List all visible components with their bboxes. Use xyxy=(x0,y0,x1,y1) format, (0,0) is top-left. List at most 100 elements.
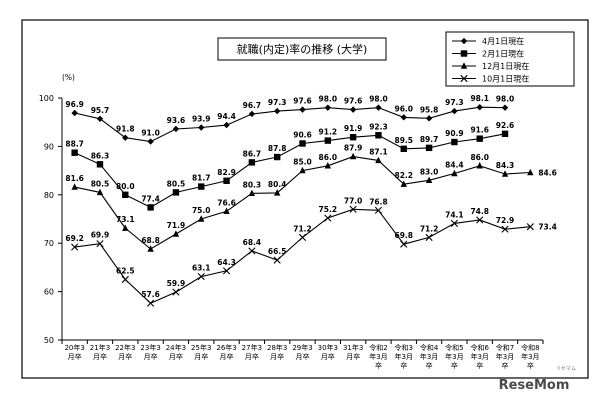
diamond-marker xyxy=(299,106,306,113)
data-label: 69.2 xyxy=(65,234,84,243)
x-tick-label: 21年3 xyxy=(90,343,110,352)
data-label: 93.6 xyxy=(167,116,186,125)
x-marker-stroke xyxy=(349,205,357,213)
series-line-0 xyxy=(74,106,506,143)
diamond-marker xyxy=(273,107,281,115)
triangle-marker xyxy=(324,162,332,169)
diamond-marker xyxy=(501,104,509,111)
x-tick-label: 27年3 xyxy=(242,343,262,352)
square-marker xyxy=(147,204,154,211)
x-tick-label: 30年3 xyxy=(318,343,338,352)
data-label: 82.2 xyxy=(395,171,414,180)
x-marker-stroke xyxy=(172,288,180,296)
x-marker-stroke xyxy=(476,216,484,224)
x-tick-label: 月卒 xyxy=(93,352,107,361)
data-label: 71.2 xyxy=(420,224,439,233)
data-label: 86.0 xyxy=(470,153,489,162)
data-label: 96.0 xyxy=(395,104,414,113)
data-label: 97.3 xyxy=(268,98,287,107)
x-tick-label: 31年3 xyxy=(343,343,363,352)
logo-text: ReseMom xyxy=(499,378,570,393)
x-tick-label: 月卒 xyxy=(346,352,360,361)
diamond-marker xyxy=(248,110,256,118)
x-tick-label: 卒 xyxy=(375,361,382,370)
x-tick-label: 令和2 xyxy=(369,343,387,352)
diamond-marker xyxy=(460,37,468,45)
legend-label: 12月1日現在 xyxy=(482,61,529,71)
x-marker-stroke xyxy=(400,240,408,248)
diamond-marker xyxy=(451,107,458,115)
data-label: 75.2 xyxy=(319,205,338,214)
x-marker-stroke xyxy=(71,243,79,251)
data-label: 72.9 xyxy=(496,216,515,225)
data-label: 74.8 xyxy=(470,207,489,216)
data-label: 76.6 xyxy=(217,198,236,207)
square-marker xyxy=(375,132,382,139)
data-label: 98.1 xyxy=(470,94,489,103)
data-label: 81.7 xyxy=(192,174,211,183)
data-label: 92.3 xyxy=(369,122,388,131)
diamond-marker xyxy=(147,138,154,145)
data-label: 69.8 xyxy=(395,231,414,240)
x-tick-label: 22年3 xyxy=(115,343,135,352)
data-label: 97.6 xyxy=(293,97,312,106)
square-marker xyxy=(198,183,205,190)
data-label: 90.9 xyxy=(445,129,464,138)
square-marker xyxy=(71,149,78,156)
x-tick-label: 26年3 xyxy=(216,343,236,352)
data-label: 89.7 xyxy=(420,135,439,144)
diamond-marker xyxy=(476,103,483,111)
diamond-marker xyxy=(198,124,205,131)
data-label: 73.4 xyxy=(538,223,557,232)
x-tick-label: 令和8 xyxy=(521,343,539,352)
triangle-marker xyxy=(273,189,281,196)
x-marker xyxy=(197,273,205,281)
y-axis-unit: (%) xyxy=(62,73,75,82)
x-tick-label: 年3月 xyxy=(470,352,488,361)
x-marker-stroke xyxy=(324,214,332,222)
square-marker xyxy=(400,145,407,153)
data-label: 62.5 xyxy=(116,267,135,276)
triangle-marker xyxy=(425,176,433,183)
x-marker xyxy=(248,247,256,255)
triangle-marker xyxy=(223,207,230,214)
x-marker-stroke xyxy=(121,275,129,284)
data-label: 75.0 xyxy=(192,206,211,215)
data-label: 98.0 xyxy=(319,95,338,104)
x-marker-stroke xyxy=(374,206,383,214)
x-tick-label: 年3月 xyxy=(445,352,463,361)
diamond-marker xyxy=(172,125,180,133)
x-tick-label: 28年3 xyxy=(267,343,287,352)
data-label: 97.6 xyxy=(344,97,363,106)
data-label: 80.4 xyxy=(268,180,287,189)
x-tick-label: 令和6 xyxy=(470,343,489,352)
x-marker xyxy=(400,240,408,248)
data-label: 86.0 xyxy=(319,153,338,162)
data-label: 63.1 xyxy=(192,264,211,273)
x-tick-label: 令和5 xyxy=(445,343,463,352)
x-tick-label: 月卒 xyxy=(321,352,335,361)
square-marker xyxy=(476,135,483,142)
data-label: 91.9 xyxy=(344,124,363,133)
diamond-marker xyxy=(223,121,230,129)
triangle-marker xyxy=(71,183,78,190)
diamond-marker xyxy=(349,106,357,113)
x-marker xyxy=(96,240,104,248)
data-label: 91.0 xyxy=(141,129,160,138)
x-tick-label: 令和4 xyxy=(420,343,439,352)
x-tick-label: 卒 xyxy=(426,361,433,370)
x-tick-label: 月卒 xyxy=(270,352,284,361)
data-label: 68.4 xyxy=(243,238,262,247)
triangle-marker xyxy=(122,224,129,231)
square-marker xyxy=(324,137,332,144)
y-tick-label: 80 xyxy=(44,191,54,200)
x-marker xyxy=(273,256,281,264)
x-marker-stroke xyxy=(460,74,468,83)
triangle-marker xyxy=(400,180,407,187)
data-label: 87.8 xyxy=(268,144,287,153)
x-marker xyxy=(425,233,433,241)
x-tick-label: 月卒 xyxy=(118,352,132,361)
x-marker xyxy=(147,299,155,307)
x-tick-label: 年3月 xyxy=(369,352,387,361)
